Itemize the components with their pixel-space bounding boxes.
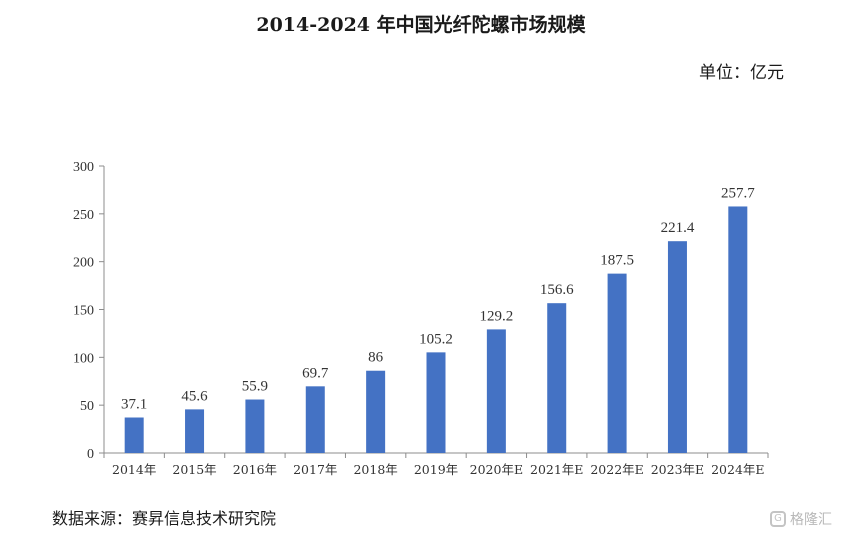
bar — [245, 399, 265, 453]
bar-value-label: 86 — [368, 350, 384, 366]
x-tick-label: 2014年 — [112, 462, 156, 477]
bar-value-label: 37.1 — [121, 397, 147, 413]
y-tick-label: 50 — [80, 399, 94, 414]
bar — [124, 417, 144, 453]
y-tick-label: 200 — [73, 256, 94, 271]
bar-value-label: 187.5 — [600, 253, 634, 269]
bar-value-label: 55.9 — [242, 379, 268, 395]
y-tick-label: 150 — [73, 304, 94, 319]
watermark-text: 格隆汇 — [790, 512, 832, 528]
x-tick-label: 2022年E — [590, 462, 643, 477]
y-tick-label: 250 — [73, 208, 94, 223]
bar-value-label: 156.6 — [540, 282, 574, 298]
x-tick-label: 2023年E — [651, 462, 704, 477]
bar — [486, 329, 506, 453]
bar-value-label: 69.7 — [302, 365, 329, 381]
bar — [305, 386, 325, 453]
x-tick-label: 2019年 — [414, 462, 458, 477]
chart-labels: 37.1 2014年 45.6 2015年 55.9 2016年 69.7 2017年 86 20… — [112, 185, 765, 477]
bar — [607, 273, 627, 453]
bar — [366, 370, 386, 453]
chart-bars — [124, 206, 748, 453]
watermark-logo-icon: G — [770, 511, 786, 527]
source-note: 数据来源：赛昇信息技术研究院 — [52, 509, 277, 528]
x-tick-label: 2017年 — [293, 462, 337, 477]
bar — [728, 206, 748, 453]
bar — [667, 241, 687, 453]
bar-value-label: 221.4 — [661, 220, 695, 236]
bar — [547, 303, 567, 453]
unit-label: 单位：亿元 — [699, 63, 784, 83]
bar-value-label: 105.2 — [419, 331, 453, 347]
x-tick-label: 2024年E — [711, 462, 764, 477]
x-tick-label: 2015年 — [172, 462, 216, 477]
y-tick-label: 300 — [73, 160, 94, 175]
chart-title: 2014-2024 年中国光纤陀螺市场规模 — [256, 14, 586, 36]
bar-value-label: 257.7 — [721, 185, 755, 201]
x-tick-label: 2018年 — [353, 462, 397, 477]
y-tick-label: 100 — [73, 351, 94, 366]
chart-axes: 0 50 100 150 200 250 300 — [73, 160, 769, 462]
y-tick-label: 0 — [87, 447, 94, 462]
bar — [426, 352, 446, 453]
x-tick-label: 2021年E — [530, 462, 583, 477]
bar — [185, 409, 205, 453]
x-tick-label: 2020年E — [470, 462, 523, 477]
x-tick-label: 2016年 — [233, 462, 277, 477]
bar-value-label: 45.6 — [181, 388, 208, 404]
watermark: G 格隆汇 — [770, 509, 832, 529]
bar-value-label: 129.2 — [479, 308, 513, 324]
